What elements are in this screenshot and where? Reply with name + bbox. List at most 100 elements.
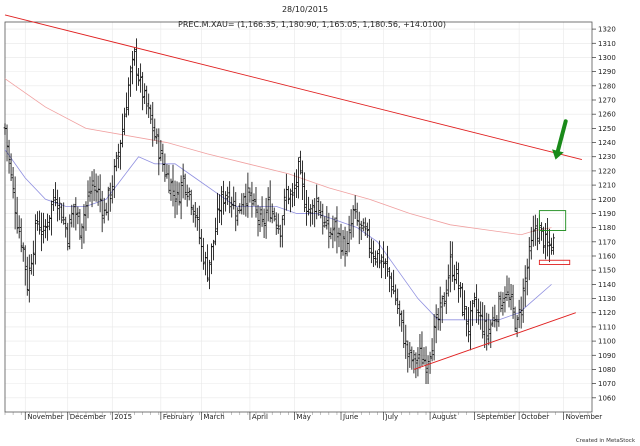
- plot-frame: [4, 21, 593, 413]
- down-arrow-icon: [552, 119, 568, 160]
- ohlc-bar: [495, 315, 499, 332]
- ohlc-bar: [351, 205, 355, 238]
- ohlc-bar: [374, 250, 377, 266]
- ohlc-bar: [238, 203, 242, 214]
- y-tick-label: 1260: [598, 111, 616, 119]
- ohlc-bar: [550, 237, 553, 255]
- y-tick-label: 1200: [598, 196, 616, 204]
- y-tick-label: 1160: [598, 253, 616, 261]
- x-tick-label: August: [432, 413, 457, 421]
- ohlc-bar: [62, 202, 66, 225]
- ohlc-bar: [197, 205, 201, 245]
- ohlc-bar: [459, 281, 462, 298]
- y-tick-label: 1290: [598, 68, 616, 76]
- annotations: [538, 119, 571, 265]
- ohlc-bar: [17, 215, 21, 239]
- ohlc-bar: [266, 187, 270, 222]
- ohlc-bar: [280, 215, 284, 248]
- ohlc-bar: [481, 302, 485, 339]
- ohlc-bar: [390, 272, 394, 298]
- ohlc-bar: [552, 233, 555, 255]
- ohlc-bar: [442, 292, 446, 307]
- ohlc-bar: [301, 160, 304, 201]
- ohlc-bar: [319, 201, 323, 219]
- y-tick-label: 1140: [598, 281, 616, 289]
- ohlc-bar: [432, 314, 436, 361]
- ohlc-bar: [179, 175, 183, 220]
- ohlc-bar: [378, 240, 381, 269]
- chart-instrument-title: PREC.M.XAU= (1,166.35, 1,180.90, 1,165.0…: [178, 20, 446, 29]
- ohlc-bar: [92, 169, 96, 202]
- ohlc-bar: [337, 227, 341, 248]
- ohlc-bar: [426, 355, 430, 384]
- ohlc-bar: [533, 214, 537, 246]
- x-tick-label: December: [70, 413, 106, 421]
- ohlc-bar: [68, 214, 72, 250]
- ohlc-bar: [546, 217, 549, 257]
- ohlc-bar: [210, 243, 213, 275]
- ohlc-bar: [232, 186, 236, 210]
- ohlc-bar: [23, 245, 27, 286]
- ohlc-bar: [40, 212, 43, 252]
- ohlc-bar: [218, 194, 221, 223]
- ohlc-bar: [256, 204, 260, 237]
- ohlc-bar: [297, 157, 300, 199]
- ohlc-bar: [82, 204, 86, 244]
- ohlc-bar: [121, 113, 124, 148]
- ohlc-bar: [35, 211, 39, 231]
- ohlc-bar: [244, 183, 248, 217]
- ohlc-bar: [177, 182, 181, 206]
- ohlc-bar: [27, 254, 31, 303]
- ohlc-bar: [276, 213, 280, 234]
- ohlc-bar: [438, 286, 442, 331]
- ohlc-bar: [511, 284, 515, 319]
- ohlc-bar: [66, 222, 70, 251]
- x-tick-label: October: [521, 413, 549, 421]
- ohlc-bar: [339, 223, 343, 259]
- ohlc-bar: [448, 241, 452, 293]
- ohlc-bar: [517, 299, 521, 329]
- ohlc-bar: [131, 50, 134, 85]
- ohlc-bar: [363, 217, 367, 236]
- y-tick-label: 1240: [598, 139, 616, 147]
- level-box: [538, 259, 571, 265]
- ohlc-bar: [475, 284, 479, 324]
- ohlc-bar: [499, 291, 503, 313]
- ohlc-bar: [436, 308, 440, 331]
- ohlc-bar: [333, 217, 337, 242]
- ohlc-bar: [60, 203, 64, 224]
- ohlc-bar: [525, 258, 529, 296]
- ohlc-bar: [149, 104, 153, 124]
- ohlc-bar: [386, 245, 389, 277]
- y-tick-label: 1060: [598, 394, 616, 402]
- ohlc-bar: [212, 239, 215, 261]
- ohlc-bar: [33, 214, 37, 265]
- ohlc-bar: [268, 180, 272, 223]
- ohlc-bar: [216, 192, 219, 235]
- ohlc-bars: [3, 38, 555, 385]
- ohlc-bar: [21, 242, 25, 262]
- ohlc-bar: [465, 305, 468, 337]
- chart-date: 28/10/2015: [282, 5, 328, 14]
- ohlc-bar: [147, 93, 151, 119]
- ohlc-bar: [420, 331, 424, 367]
- ohlc-bar: [398, 300, 402, 327]
- ohlc-bar: [201, 237, 205, 270]
- x-tick-label: March: [203, 413, 224, 421]
- ohlc-bar: [224, 191, 228, 212]
- ohlc-bar: [135, 38, 138, 91]
- x-tick-label: November: [566, 413, 603, 421]
- ohlc-bar: [153, 118, 157, 141]
- ohlc-bar: [222, 180, 226, 215]
- ohlc-bar: [11, 167, 15, 199]
- ohlc-bar: [214, 217, 217, 246]
- ohlc-bar: [463, 290, 466, 320]
- ohlc-bar: [123, 107, 126, 135]
- ohlc-bar: [157, 128, 161, 176]
- moving-averages: [4, 78, 552, 321]
- ohlc-bar: [78, 208, 82, 240]
- ohlc-bar: [303, 172, 306, 213]
- ohlc-bar: [396, 288, 400, 314]
- ohlc-bar: [382, 241, 385, 269]
